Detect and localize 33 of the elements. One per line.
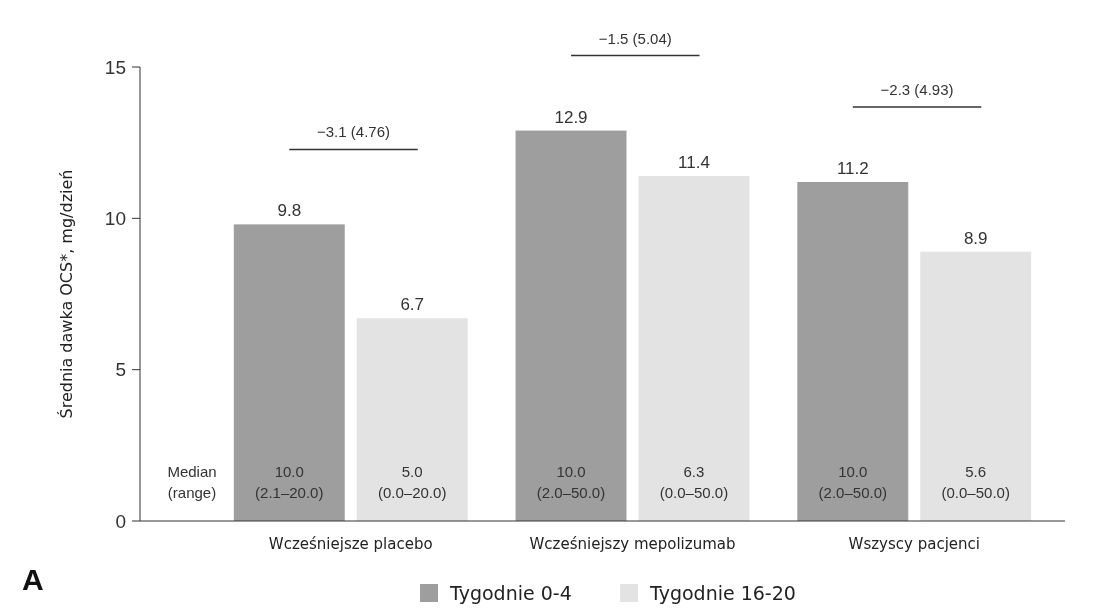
annotation: 6.3 (0.0–50.0) (659, 463, 729, 501)
y-tick-label: 15 (104, 56, 126, 78)
annotation: −3.1 (4.76) (317, 123, 390, 141)
x-tick-label: Wcześniejszy mepolizumab (529, 535, 736, 553)
annotation: −2.3 (4.93) (880, 81, 954, 99)
annotation: 5.6 (0.0–50.0) (941, 463, 1010, 501)
annotation: 10.0 (2.0–50.0) (536, 463, 606, 501)
y-tick-label: 10 (104, 207, 126, 229)
annotation: 5.0 (0.0–20.0) (378, 463, 447, 501)
annotation: Median (range) (167, 463, 217, 501)
y-axis-title: Średnia dawka OCS*, mg/dzień (57, 169, 76, 419)
y-tick-label: 0 (115, 510, 126, 532)
data-label: 8.9 (963, 228, 988, 248)
annotation: 10.0 (2.1–20.0) (255, 463, 324, 501)
x-tick-label: Wszyscy pacjenci (848, 535, 980, 553)
bar (797, 182, 909, 521)
bar (920, 251, 1032, 521)
x-tick-label: Wcześniejsze placebo (268, 535, 433, 553)
text: −1.5 (5.04) (598, 29, 672, 47)
bar (233, 224, 345, 521)
bar (356, 318, 468, 521)
data-label: 11.4 (678, 152, 710, 172)
legend-label: Tygodnie 16-20 (649, 582, 796, 604)
data-label: 12.9 (554, 107, 588, 127)
data-label: 9.8 (277, 201, 302, 221)
text: A (22, 563, 44, 596)
y-tick-label: 5 (115, 359, 126, 381)
bar (515, 130, 627, 521)
annotation: 10.0 (2.0–50.0) (818, 463, 887, 501)
bar (638, 175, 750, 521)
legend-label: Tygodnie 0-4 (449, 582, 572, 604)
data-label: 6.7 (400, 295, 425, 315)
data-label: 11.2 (836, 159, 869, 179)
